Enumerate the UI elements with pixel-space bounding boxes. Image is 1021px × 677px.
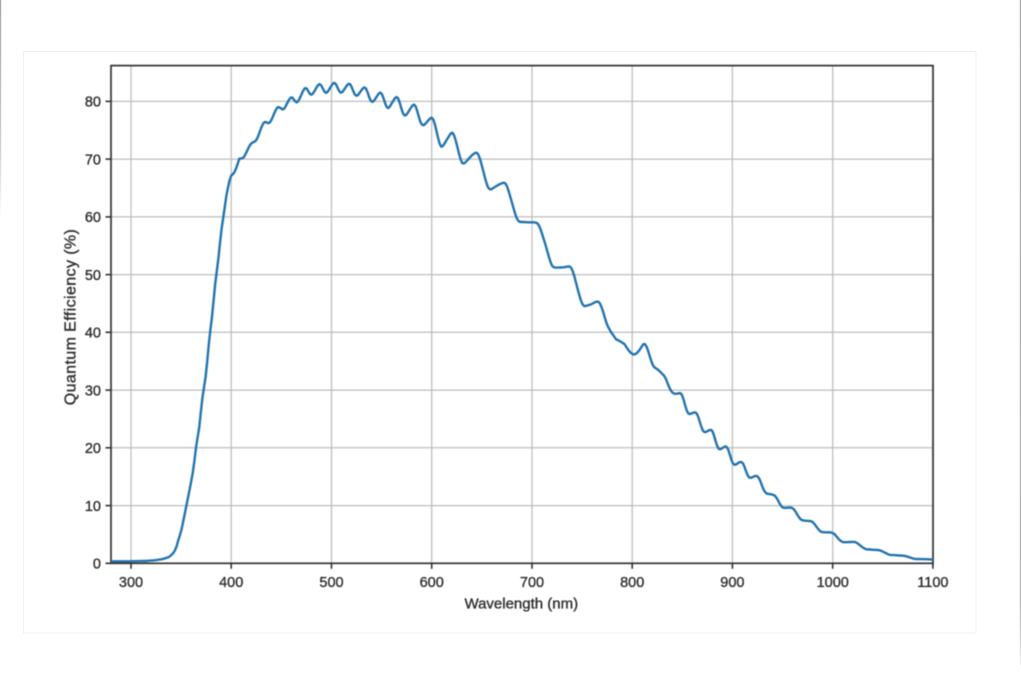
svg-text:300: 300 (119, 575, 143, 591)
svg-text:60: 60 (85, 210, 101, 226)
svg-text:40: 40 (85, 326, 101, 342)
svg-text:800: 800 (620, 575, 644, 591)
svg-text:500: 500 (319, 575, 343, 591)
svg-text:600: 600 (420, 575, 444, 591)
svg-text:700: 700 (520, 575, 544, 591)
svg-text:900: 900 (720, 575, 744, 591)
svg-text:Wavelength (nm): Wavelength (nm) (464, 595, 578, 612)
svg-text:70: 70 (85, 152, 101, 168)
svg-text:Quantum Efficiency (%): Quantum Efficiency (%) (63, 229, 80, 406)
svg-text:20: 20 (85, 441, 101, 457)
svg-text:400: 400 (219, 575, 243, 591)
svg-text:50: 50 (85, 268, 101, 284)
svg-text:0: 0 (93, 557, 101, 573)
svg-text:80: 80 (85, 95, 101, 111)
svg-text:10: 10 (85, 499, 101, 515)
svg-text:1100: 1100 (917, 575, 948, 591)
svg-text:1000: 1000 (817, 575, 849, 591)
svg-text:30: 30 (85, 383, 101, 399)
